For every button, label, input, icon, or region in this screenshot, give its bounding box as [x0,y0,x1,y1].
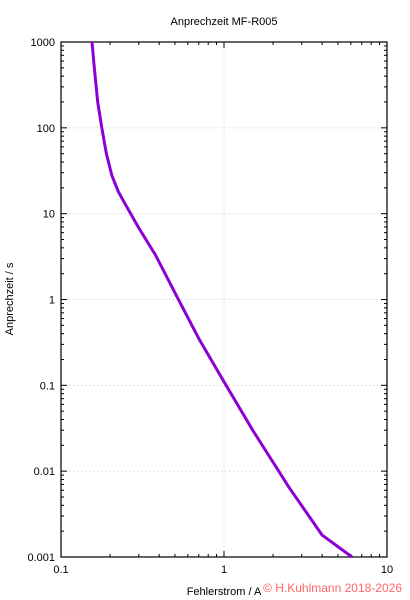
y-tick-label: 1 [49,295,55,307]
y-tick-label: 10 [43,209,55,221]
chart-title: Anprechzeit MF-R005 [171,16,278,28]
x-tick-label: 1 [221,564,227,576]
tick-labels: 0.1 1 10 0.001 0.01 0.1 1 10 100 1000 [27,37,393,576]
grid [61,42,387,557]
y-tick-label: 100 [37,123,55,135]
y-tick-label: 0.01 [34,466,55,478]
watermark: © H.Kuhlmann 2018-2026 [263,581,402,595]
series-line [90,41,353,559]
y-axis-title: Anprechzeit / s [4,262,16,335]
y-tick-label: 0.1 [40,380,55,392]
axis-ticks [60,41,388,558]
x-tick-label: 10 [381,564,393,576]
series-group [90,41,353,559]
y-tick-label: 1000 [31,37,55,49]
y-tick-label: 0.001 [27,552,55,564]
x-tick-label: 0.1 [53,564,68,576]
x-axis-title: Fehlerstrom / A [187,586,262,598]
